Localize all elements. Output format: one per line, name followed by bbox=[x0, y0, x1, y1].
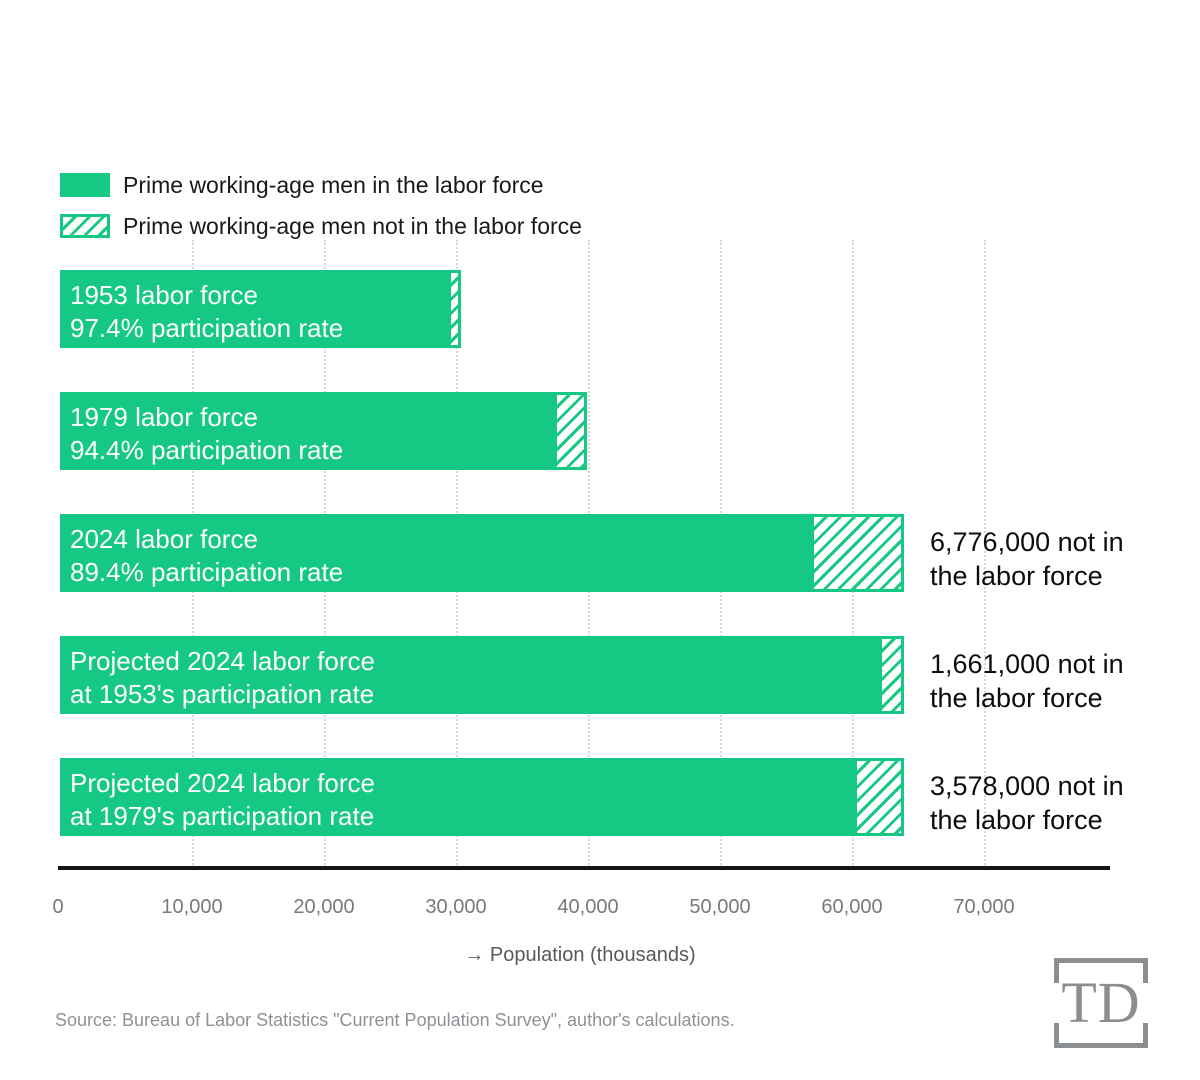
legend-label: Prime working-age men in the labor force bbox=[123, 172, 544, 198]
x-axis-tick-label: 40,000 bbox=[557, 896, 619, 918]
bar-label: 1953 labor force 97.4% participation rate bbox=[70, 280, 344, 343]
bar-label: Projected 2024 labor force at 1979's part… bbox=[70, 768, 375, 831]
x-axis-tick-label: 60,000 bbox=[821, 896, 883, 918]
bar-label: 2024 labor force 89.4% participation rate bbox=[70, 524, 344, 587]
x-axis-tick-label: 20,000 bbox=[293, 896, 355, 918]
bar-annotation: 6,776,000 not in the labor force bbox=[930, 527, 1124, 591]
logo-text: TD bbox=[1061, 970, 1141, 1035]
bar-solid-segment bbox=[60, 514, 815, 592]
x-axis-title: → Population (thousands) bbox=[464, 944, 696, 966]
bar-solid-segment bbox=[60, 758, 857, 836]
bar-solid-segment bbox=[60, 270, 451, 348]
td-logo: TD bbox=[1052, 958, 1150, 1048]
x-axis-tick-label: 70,000 bbox=[953, 896, 1015, 918]
bar-hatch-segment bbox=[881, 636, 904, 714]
legend-item-not-in-labor-force: Prime working-age men not in the labor f… bbox=[60, 213, 582, 239]
bar-label: Projected 2024 labor force at 1953's part… bbox=[70, 646, 375, 709]
x-axis-line bbox=[58, 866, 1110, 870]
logo-frame-gap-left bbox=[1052, 983, 1061, 1023]
bar-row: Projected 2024 labor force at 1953's part… bbox=[60, 636, 904, 714]
bar-hatch-segment bbox=[814, 514, 904, 592]
bar-row: 1979 labor force 94.4% participation rate bbox=[60, 392, 587, 470]
x-axis-tick-label: 50,000 bbox=[689, 896, 751, 918]
legend-swatch-hatched bbox=[60, 214, 110, 238]
legend-item-in-labor-force: Prime working-age men in the labor force bbox=[60, 172, 582, 198]
bar-solid-segment bbox=[60, 636, 882, 714]
legend: Prime working-age men in the labor force… bbox=[60, 172, 582, 239]
legend-label: Prime working-age men not in the labor f… bbox=[123, 213, 582, 239]
bar-hatch-segment bbox=[557, 392, 587, 470]
bar-annotation: 1,661,000 not in the labor force bbox=[930, 649, 1124, 713]
bar-solid-segment bbox=[60, 392, 558, 470]
bar-row: Projected 2024 labor force at 1979's part… bbox=[60, 758, 904, 836]
bar-hatch-segment bbox=[856, 758, 904, 836]
gridline bbox=[984, 240, 986, 868]
bar-annotation: 3,578,000 not in the labor force bbox=[930, 771, 1124, 835]
bar-label: 1979 labor force 94.4% participation rate bbox=[70, 402, 344, 465]
bar-row: 1953 labor force 97.4% participation rate bbox=[60, 270, 462, 348]
x-axis-tick-label: 30,000 bbox=[425, 896, 487, 918]
logo-frame-gap-right bbox=[1141, 983, 1150, 1023]
bar-hatch-segment bbox=[450, 270, 462, 348]
legend-swatch-solid bbox=[60, 173, 110, 197]
x-axis-tick-label: 10,000 bbox=[161, 896, 223, 918]
x-axis-tick-label: 0 bbox=[52, 896, 64, 918]
bar-row: 2024 labor force 89.4% participation rate bbox=[60, 514, 904, 592]
source-note: Source: Bureau of Labor Statistics "Curr… bbox=[55, 1010, 735, 1030]
